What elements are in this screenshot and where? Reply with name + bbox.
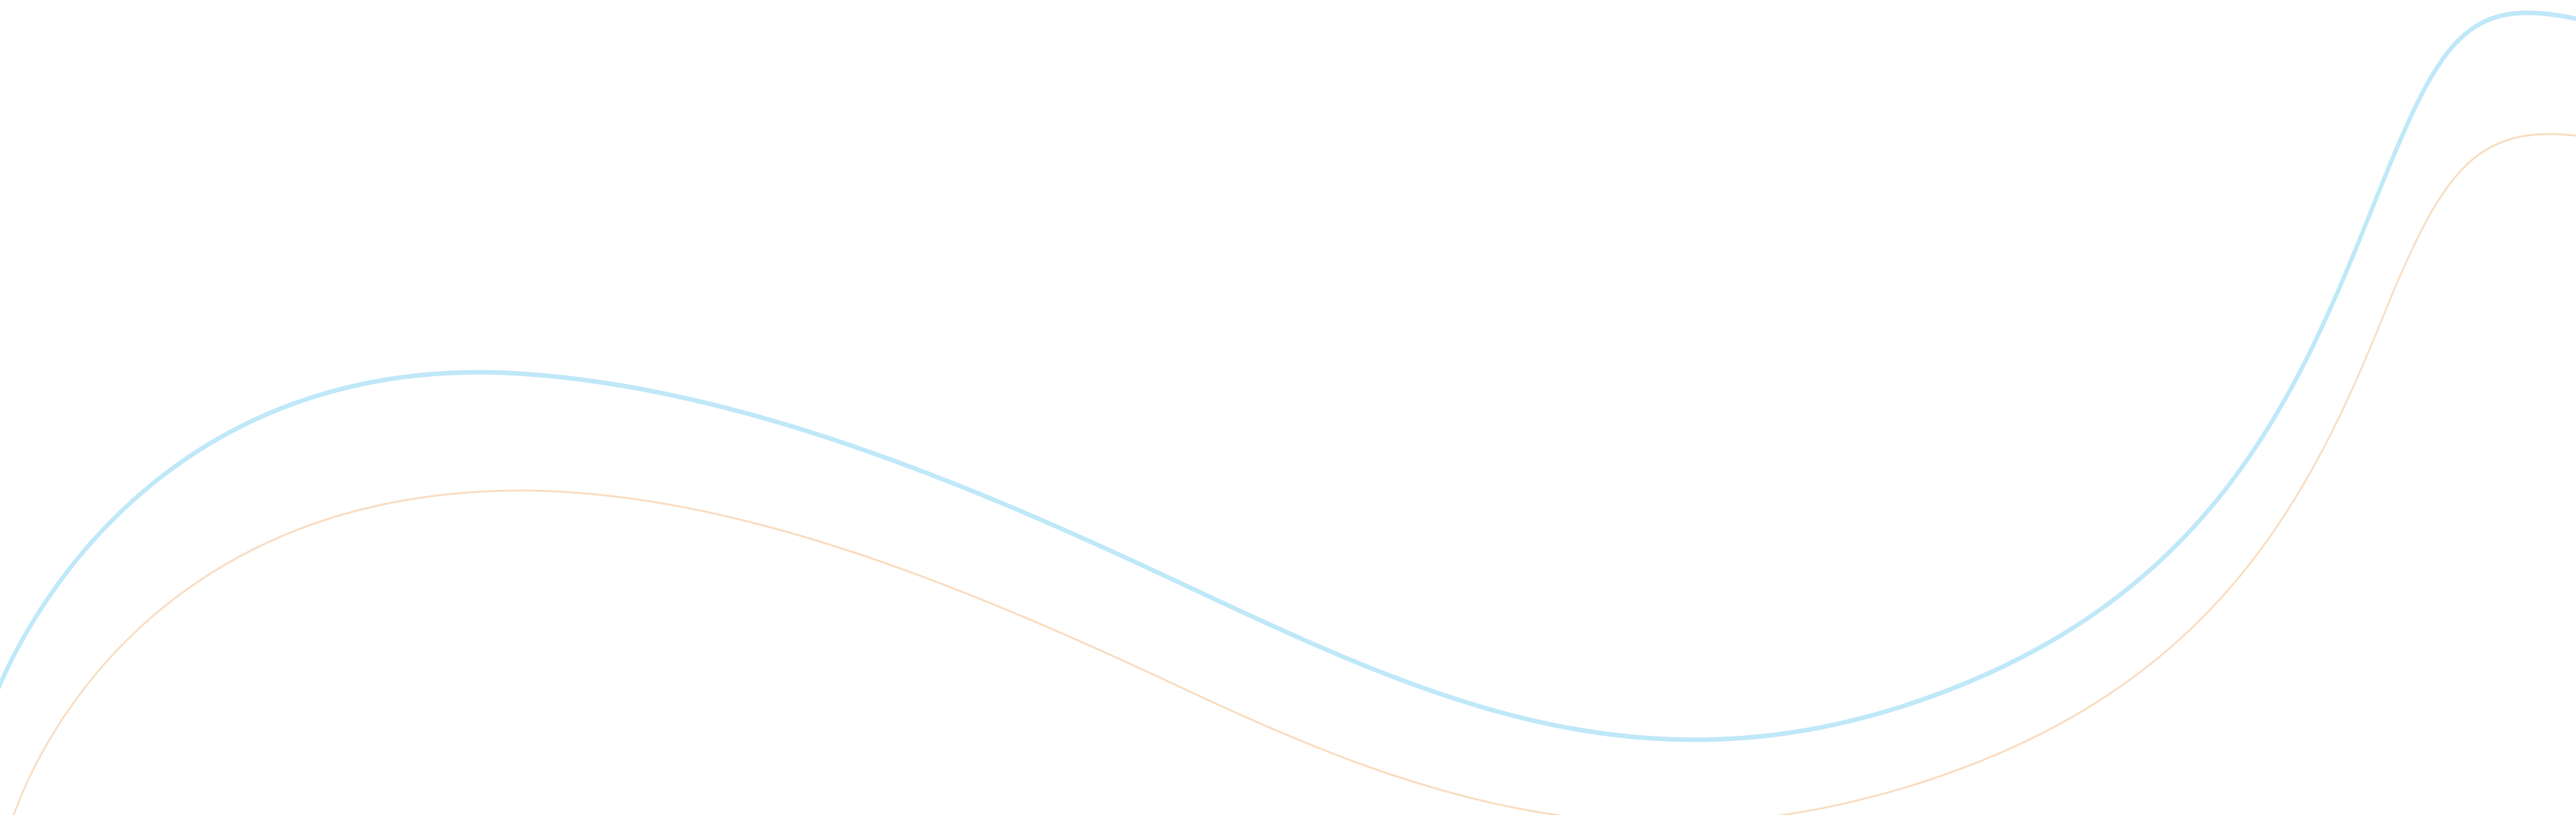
blue-wave-line: [0, 10, 2576, 742]
orange-wave-line: [12, 133, 2576, 815]
